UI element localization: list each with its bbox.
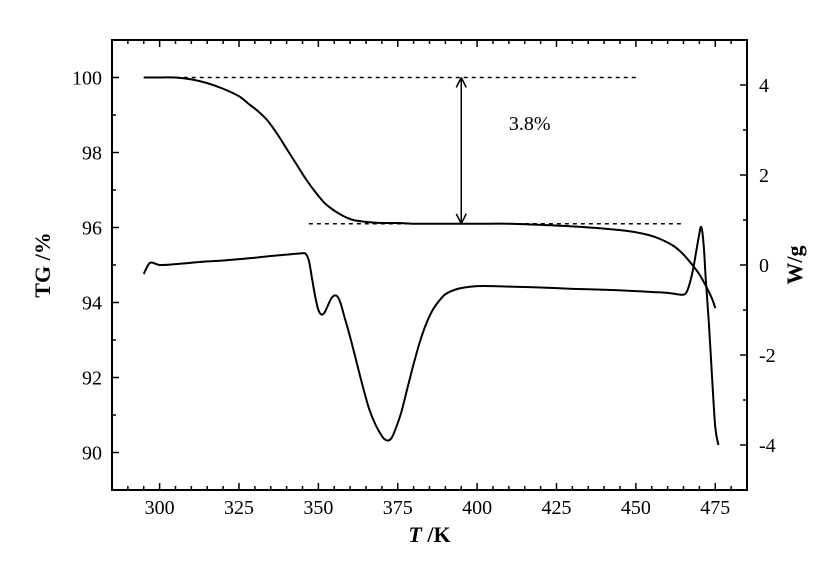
x-tick-label: 350 bbox=[303, 497, 333, 519]
x-tick-label: 375 bbox=[383, 497, 413, 519]
y-right-tick-label: 0 bbox=[759, 255, 769, 277]
y-left-tick-label: 90 bbox=[82, 443, 102, 465]
delta-label: 3.8% bbox=[509, 113, 551, 135]
y-right-tick-label: -4 bbox=[759, 435, 776, 457]
y-left-tick-label: 92 bbox=[82, 368, 102, 390]
y-left-tick-label: 98 bbox=[82, 143, 102, 165]
y-left-tick-label: 100 bbox=[72, 68, 102, 90]
x-tick-label: 425 bbox=[542, 497, 572, 519]
x-tick-label: 325 bbox=[224, 497, 254, 519]
x-tick-label: 450 bbox=[621, 497, 651, 519]
y-right-tick-label: 4 bbox=[759, 75, 769, 97]
y-left-tick-label: 94 bbox=[82, 293, 102, 315]
y-left-tick-label: 96 bbox=[82, 218, 102, 240]
y-left-axis-label: TG /% bbox=[30, 232, 55, 297]
dsc-curve bbox=[144, 227, 719, 445]
y-right-tick-label: 2 bbox=[759, 165, 769, 187]
x-axis-label: T /K bbox=[408, 522, 450, 547]
y-right-tick-label: -2 bbox=[759, 345, 776, 367]
tg-curve bbox=[144, 77, 716, 308]
x-tick-label: 300 bbox=[145, 497, 175, 519]
x-tick-label: 475 bbox=[700, 497, 730, 519]
plot-frame bbox=[112, 40, 747, 490]
x-tick-label: 400 bbox=[462, 497, 492, 519]
tg-dsc-chart: 300 325 350 375 400 425 450 475 90 92 94 96 98 100 -4 -… bbox=[0, 0, 831, 577]
y-right-axis-label: W/g bbox=[782, 245, 807, 284]
chart-svg: 300 325 350 375 400 425 450 475 90 92 94 96 98 100 -4 -… bbox=[0, 0, 831, 577]
